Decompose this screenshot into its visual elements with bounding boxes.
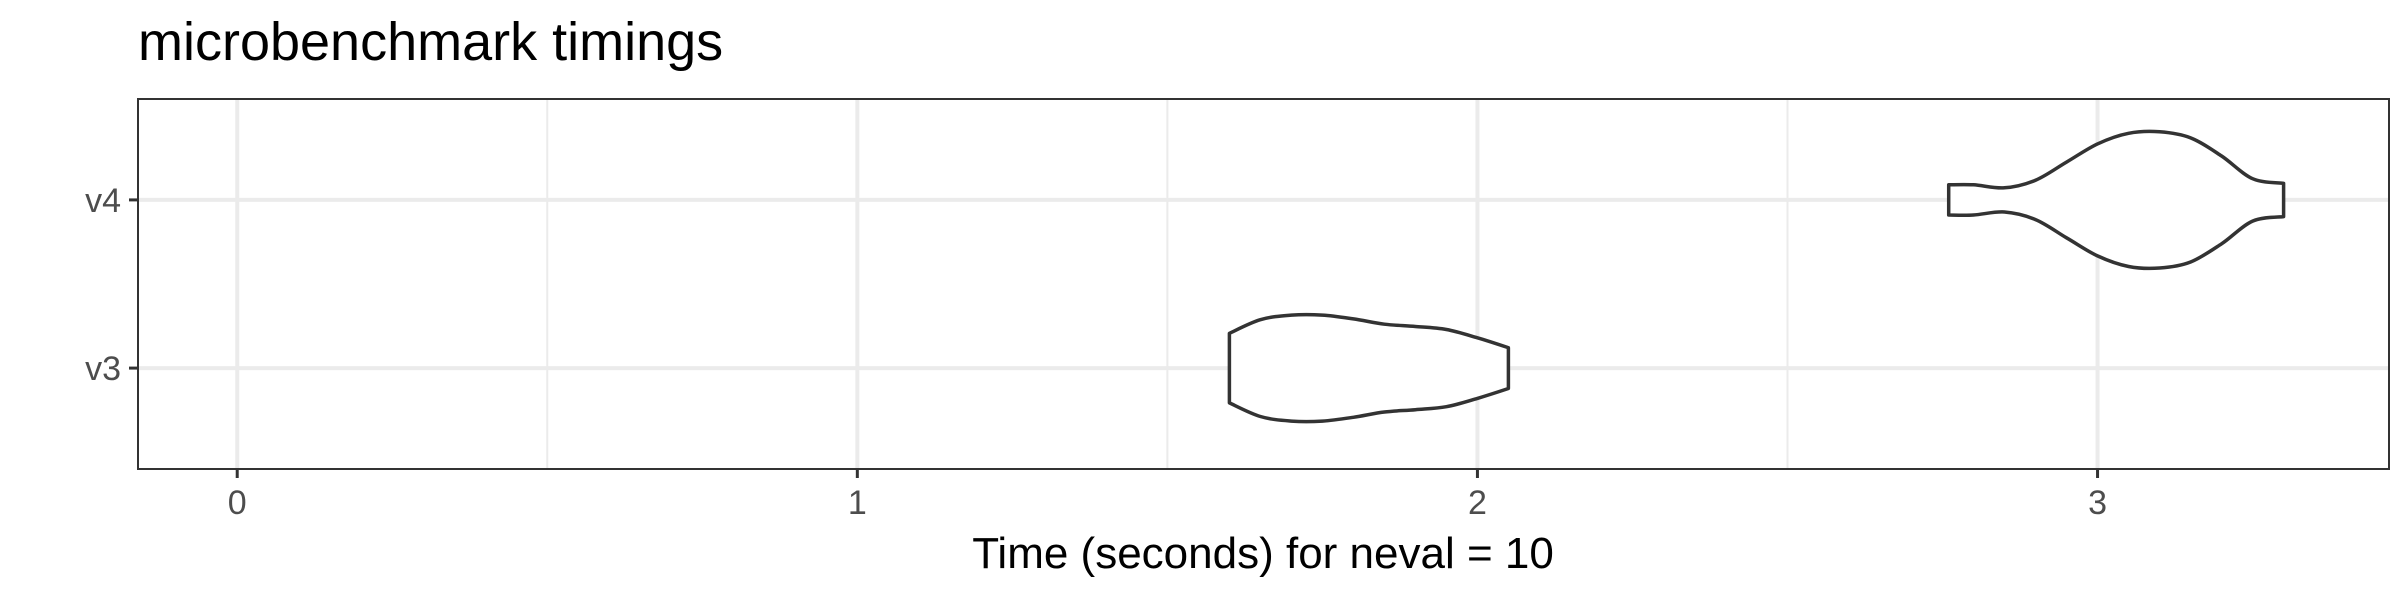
violin-v4 (1946, 129, 2286, 271)
y-axis: v3 v4 (85, 182, 138, 388)
x-axis: 0 1 2 3 (228, 469, 2107, 522)
x-axis-title: Time (seconds) for neval = 10 (972, 529, 1554, 578)
x-tick-label: 2 (1468, 484, 1487, 522)
plot-panel-border (137, 98, 2390, 470)
x-tick-label: 1 (848, 484, 867, 522)
violin-v3 (1227, 312, 1511, 424)
violins (1227, 129, 2286, 424)
chart-title: microbenchmark timings (138, 12, 723, 72)
y-tick-label-v4: v4 (85, 182, 121, 220)
x-tick-label: 0 (228, 484, 247, 522)
y-tick-label-v3: v3 (85, 350, 121, 388)
x-tick-label: 3 (2088, 484, 2107, 522)
